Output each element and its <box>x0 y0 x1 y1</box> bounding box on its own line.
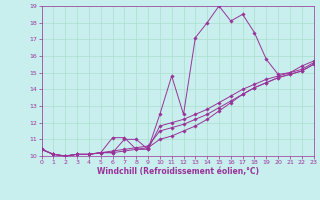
X-axis label: Windchill (Refroidissement éolien,°C): Windchill (Refroidissement éolien,°C) <box>97 167 259 176</box>
